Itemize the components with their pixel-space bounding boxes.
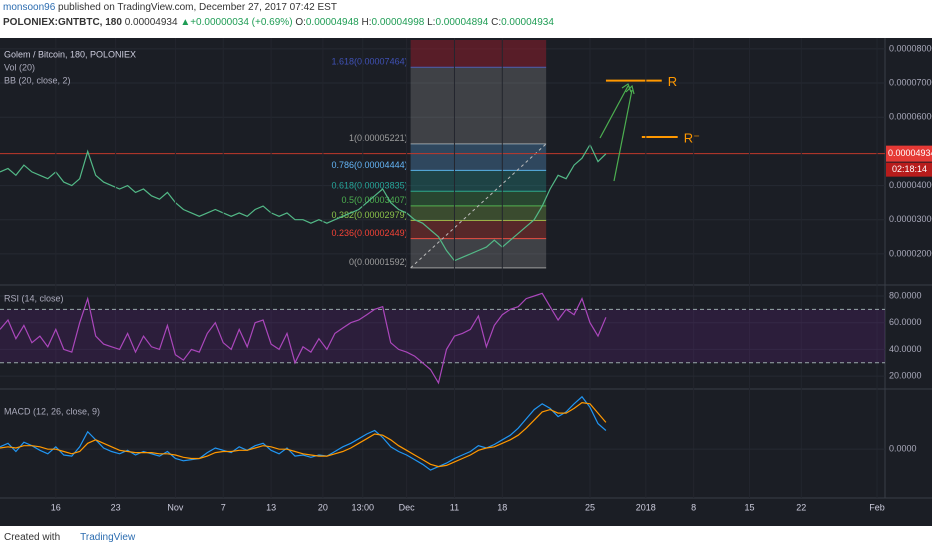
fib-label: 1.618(0.00007464) [332,57,408,67]
quote-line: POLONIEX:GNTBTC, 180 0.00004934 ▲+0.0000… [3,15,932,30]
pane-title: MACD (12, 26, close, 9) [4,406,100,416]
pane-title: RSI (14, close) [4,293,64,303]
x-tick-label: 13 [266,502,276,512]
y-tick-label: 40.0000 [889,344,922,354]
y-tick-label: 0.00006000 [889,112,932,122]
band-fill [0,309,885,363]
arrow: ▲ [180,17,191,28]
x-tick-label: 20 [318,502,328,512]
fib-trend [410,143,547,269]
background [0,38,932,526]
x-tick-label: 22 [796,502,806,512]
countdown: 02:18:14 [892,164,927,174]
x-tick-label: Nov [167,502,184,512]
y-tick-label: 20.0000 [889,371,922,381]
fib-label: 1(0.00005221) [349,133,408,143]
x-tick-label: 16 [51,502,61,512]
series-line [0,395,607,471]
y-tick-label: 60.0000 [889,317,922,327]
x-tick-label: 18 [497,502,507,512]
indicator-label: BB (20, close, 2) [4,75,71,85]
fib-zone [410,205,547,221]
y-tick-label: 0.00007000 [889,77,932,87]
plot-layer: 0.00008000 0.00007000 0.00006000 0.00004000… [0,38,932,512]
price-line [0,292,607,385]
last: 0.00004934 [124,17,178,28]
y-tick-label: 0.0000 [889,444,917,454]
publish-line: monsoon96 published on TradingView.com, … [3,0,932,15]
last-price-box [886,145,932,162]
fib-label: 0.618(0.00003835) [332,181,408,191]
h-label: H: [361,17,372,28]
open: 0.00004948 [305,17,359,28]
symbol: POLONIEX:GNTBTC, 180 [3,17,122,28]
fib-label: 0.236(0.00002449) [332,228,408,238]
x-tick-label: 8 [691,502,696,512]
x-tick-label: Dec [399,502,416,512]
fib-zone [410,170,547,192]
last-price-label: 0.00004934 [888,148,932,158]
y-tick-label: 0.00003000 [889,214,932,224]
x-tick-label: 11 [450,502,459,512]
user[interactable]: monsoon96 [3,2,56,13]
pane-title: Golem / Bitcoin, 180, POLONIEX [4,49,136,59]
low: 0.00004894 [435,17,489,28]
change: +0.00000034 (+0.69%) [190,17,293,28]
brand[interactable]: TradingView [80,532,136,543]
fib-zone [410,220,547,239]
y-tick-label: 0.00008000 [889,43,932,53]
l-label: L: [427,17,436,28]
created: Created with [4,532,61,543]
y-tick-label: 0.00004000 [889,180,932,190]
fib-label: 0.5(0.00003407) [342,195,408,205]
high: 0.00004998 [371,17,425,28]
close: 0.00004934 [501,17,554,28]
chart: 0.00008000 0.00007000 0.00006000 0.00004000… [0,38,932,526]
fib-label: 0.382(0.00002979) [332,210,408,220]
x-tick-label: 15 [744,502,754,512]
x-tick-label: 13:00 [352,502,375,512]
annotation-text: R [668,74,677,89]
x-tick-label: 23 [111,502,121,512]
c-label: C: [491,17,502,28]
price-line [0,143,607,262]
countdown-box [886,162,932,177]
fib-zone [410,143,547,171]
o-label: O: [295,17,306,28]
x-tick-label: 25 [585,502,595,512]
fib-label: 0.786(0.00004444) [332,160,408,170]
annotation-text: R⁻ [684,130,700,145]
header: monsoon96 published on TradingView.com, … [0,0,932,38]
x-tick-label: Feb [869,502,885,512]
fib-zone [410,238,547,268]
series-line [0,401,607,468]
x-tick-label: 2018 [636,502,656,512]
fib-top-zone [410,40,547,68]
fib-zone [410,67,547,144]
fib-label: 0(0.00001592) [349,257,408,267]
y-tick-label: 80.0000 [889,290,922,300]
published: published on TradingView.com, December 2… [55,2,337,13]
indicator-label: Vol (20) [4,62,35,72]
footer: Created with TradingView [0,526,932,550]
x-tick-label: 7 [221,502,226,512]
fib-zone [410,191,547,206]
drawn-arrows [599,83,635,182]
y-tick-label: 0.00002000 [889,248,932,258]
